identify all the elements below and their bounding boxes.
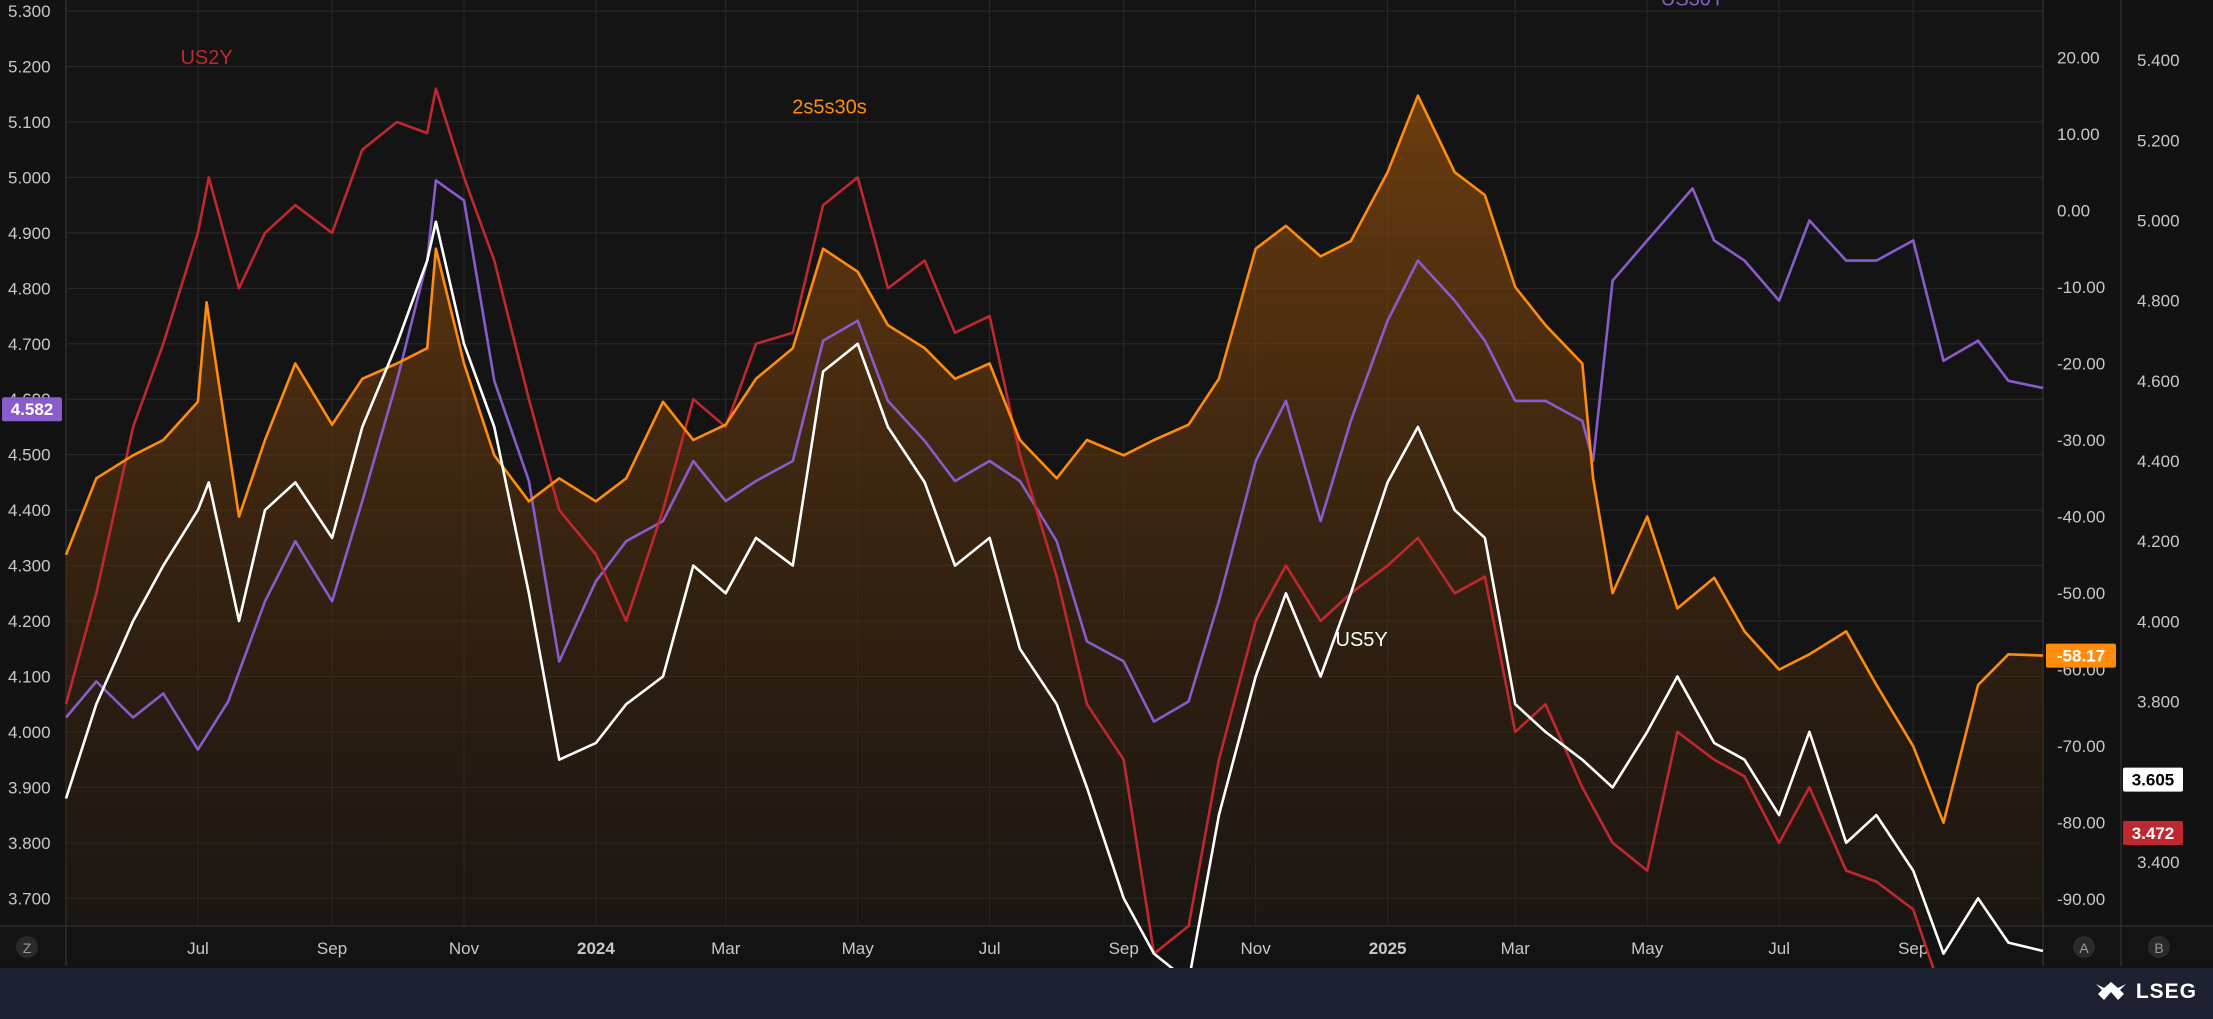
x-axis-tick-label: May	[842, 939, 875, 958]
series-label-us30y: US30Y	[1661, 0, 1724, 11]
spread-axis-tick-label: -30.00	[2057, 431, 2105, 450]
series-line-us2y	[64, 87, 2001, 1019]
last-value-badge	[2123, 820, 2183, 845]
x-axis-tick-label: 2024	[577, 939, 615, 958]
spread-axis-tick-label: 0.00	[2057, 201, 2090, 220]
left-axis-tick-label: 4.100	[8, 667, 51, 686]
x-axis-tick-label: Sep	[317, 939, 347, 958]
spread-axis-tick-label: -10.00	[2057, 278, 2105, 297]
last-value-badge	[2046, 643, 2116, 668]
lseg-crest-icon	[2095, 982, 2126, 1000]
spread-axis-tick-label: -80.00	[2057, 814, 2105, 833]
right-axis-tick-label: 4.000	[2137, 612, 2180, 631]
right-axis-tick-label: 4.200	[2137, 532, 2180, 551]
axis-corner-label: A	[2079, 940, 2089, 956]
left-axis-tick-label: 4.500	[8, 446, 51, 465]
last-value-badge	[2, 397, 62, 422]
x-axis-tick-label: Nov	[449, 939, 480, 958]
right-axis-tick-label: 4.600	[2137, 372, 2180, 391]
spread-axis-tick-label: 20.00	[2057, 48, 2100, 67]
right-axis-tick-label: 5.000	[2137, 211, 2180, 230]
axis-corner-label: Z	[23, 940, 32, 956]
right-axis-tick-label: 4.800	[2137, 292, 2180, 311]
x-axis-tick-label: Jul	[187, 939, 209, 958]
axis-corner-label: B	[2154, 940, 2163, 956]
x-axis-tick-label: May	[1631, 939, 1664, 958]
footer-bar	[0, 968, 2213, 1019]
x-axis-tick-label: Mar	[1501, 939, 1531, 958]
series-line-us30y	[65, 179, 2044, 751]
x-axis-tick-label: 2025	[1369, 939, 1407, 958]
x-axis-tick-label: Mar	[711, 939, 741, 958]
left-axis-tick-label: 5.200	[8, 58, 51, 77]
spread-axis-tick-label: -50.00	[2057, 584, 2105, 603]
left-axis-tick-label: 5.000	[8, 168, 51, 187]
left-axis-tick-label: 4.200	[8, 612, 51, 631]
spread-axis-tick-label: 10.00	[2057, 125, 2100, 144]
series-area-2s5s30s	[66, 95, 2043, 926]
axis-corner-marker	[2148, 936, 2170, 958]
right-axis-tick-label: 4.400	[2137, 452, 2180, 471]
series-label-2s5s30s: 2s5s30s	[792, 97, 867, 119]
left-axis-tick-label: 3.700	[8, 889, 51, 908]
spread-axis-tick-label: -90.00	[2057, 890, 2105, 909]
last-value-badge-label: 3.472	[2132, 824, 2175, 843]
x-axis-tick-label: Sep	[1109, 939, 1139, 958]
x-axis-tick-label: Sep	[1898, 939, 1928, 958]
left-axis-tick-label: 3.800	[8, 834, 51, 853]
right-axis-tick-label: 3.400	[2137, 853, 2180, 872]
right-axis-tick-label: 5.200	[2137, 131, 2180, 150]
right-axis-tick-label: 3.800	[2137, 693, 2180, 712]
last-value-badge-label: -58.17	[2057, 647, 2105, 666]
spread-axis-tick-label: -70.00	[2057, 737, 2105, 756]
right-axis-tick-label: 5.400	[2137, 51, 2180, 70]
left-axis-tick-label: 5.300	[8, 2, 51, 21]
series-label-us5y: US5Y	[1336, 629, 1388, 651]
left-axis-tick-label: 5.100	[8, 113, 51, 132]
x-axis-background	[0, 926, 2213, 966]
series-label-us2y: US2Y	[180, 47, 232, 69]
x-axis-tick-label: Jul	[1768, 939, 1790, 958]
last-value-badge-label: 4.582	[11, 400, 54, 419]
left-axis-tick-label: 4.300	[8, 557, 51, 576]
axis-corner-marker	[16, 936, 38, 958]
left-axis-tick-label: 3.900	[8, 778, 51, 797]
spread-axis-tick-label: -40.00	[2057, 508, 2105, 527]
series-line-us5y	[64, 220, 2044, 983]
series-line-2s5s30s	[64, 94, 2044, 824]
left-axis-tick-label: 4.900	[8, 224, 51, 243]
spread-axis-tick-label: -20.00	[2057, 355, 2105, 374]
axis-corner-marker	[2073, 936, 2095, 958]
left-axis-tick-label: 4.400	[8, 501, 51, 520]
lseg-logo: LSEG	[2094, 980, 2197, 1004]
left-axis-tick-label: 4.800	[8, 279, 51, 298]
x-axis-tick-label: Jul	[979, 939, 1001, 958]
last-value-badge-label: 3.605	[2132, 771, 2175, 790]
left-axis-tick-label: 4.000	[8, 723, 51, 742]
left-axis-tick-label: 4.700	[8, 335, 51, 354]
last-value-badge	[2123, 767, 2183, 792]
x-axis-tick-label: Nov	[1241, 939, 1272, 958]
brand-label: LSEG	[2135, 980, 2197, 1003]
